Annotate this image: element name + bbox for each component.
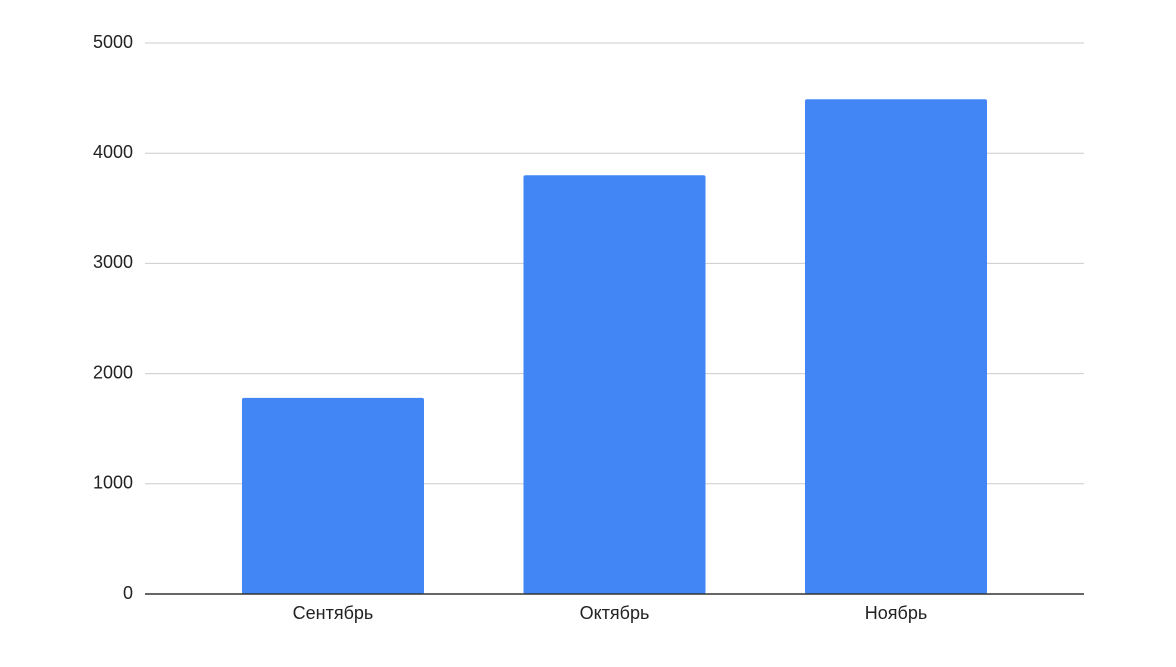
y-tick-label: 5000: [93, 32, 133, 52]
bar: [242, 397, 424, 594]
x-tick-label: Сентябрь: [293, 603, 374, 623]
y-tick-label: 2000: [93, 362, 133, 382]
y-tick-label: 4000: [93, 142, 133, 162]
bar: [523, 175, 706, 595]
x-tick-label: Ноябрь: [865, 603, 927, 623]
x-tick-label: Октябрь: [580, 603, 650, 623]
bar: [805, 99, 987, 595]
y-tick-label: 0: [123, 583, 133, 603]
y-tick-label: 3000: [93, 252, 133, 272]
y-tick-label: 1000: [93, 473, 133, 493]
